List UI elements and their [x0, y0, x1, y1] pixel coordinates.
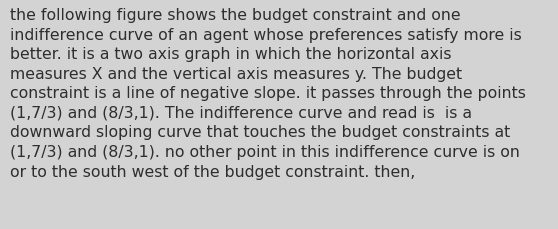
Text: the following figure shows the budget constraint and one
indifference curve of a: the following figure shows the budget co… — [10, 8, 526, 179]
